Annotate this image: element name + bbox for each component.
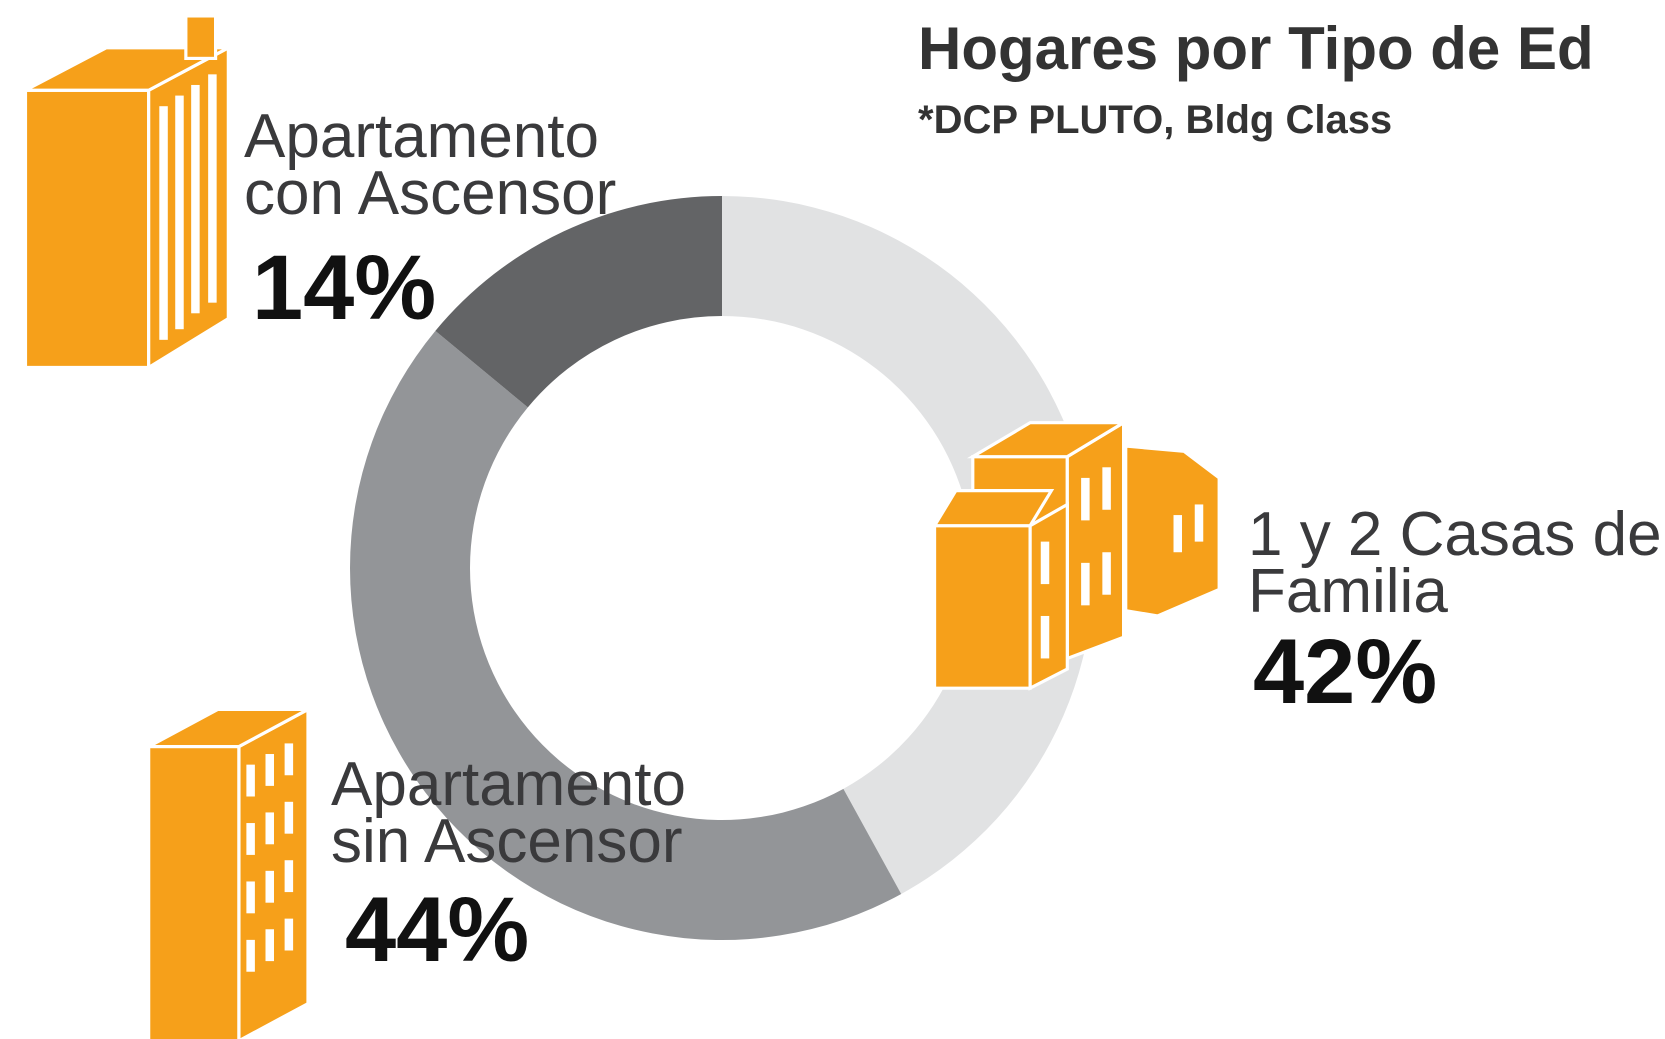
icon-elevator-building bbox=[23, 14, 230, 371]
donut-slice bbox=[349, 330, 902, 941]
slice-label: Apartamento sin Ascensor bbox=[331, 750, 686, 877]
slice-value-label: 44% bbox=[345, 879, 530, 981]
donut bbox=[349, 196, 1094, 941]
icon-walkup-building bbox=[147, 706, 310, 1039]
slice-label: 1 y 2 Casas de Familia bbox=[1248, 500, 1662, 627]
slice-label: Apartamento con Ascensor bbox=[244, 102, 617, 229]
donut-slice bbox=[435, 196, 722, 408]
donut-slice bbox=[722, 196, 1094, 894]
slice-value-label: 42% bbox=[1253, 621, 1438, 723]
chart-subtitle: *DCP PLUTO, Bldg Class bbox=[918, 98, 1393, 142]
slice-value-label: 14% bbox=[252, 237, 437, 339]
chart-title: Hogares por Tipo de Ed bbox=[918, 15, 1594, 82]
icon-houses bbox=[931, 419, 1221, 691]
